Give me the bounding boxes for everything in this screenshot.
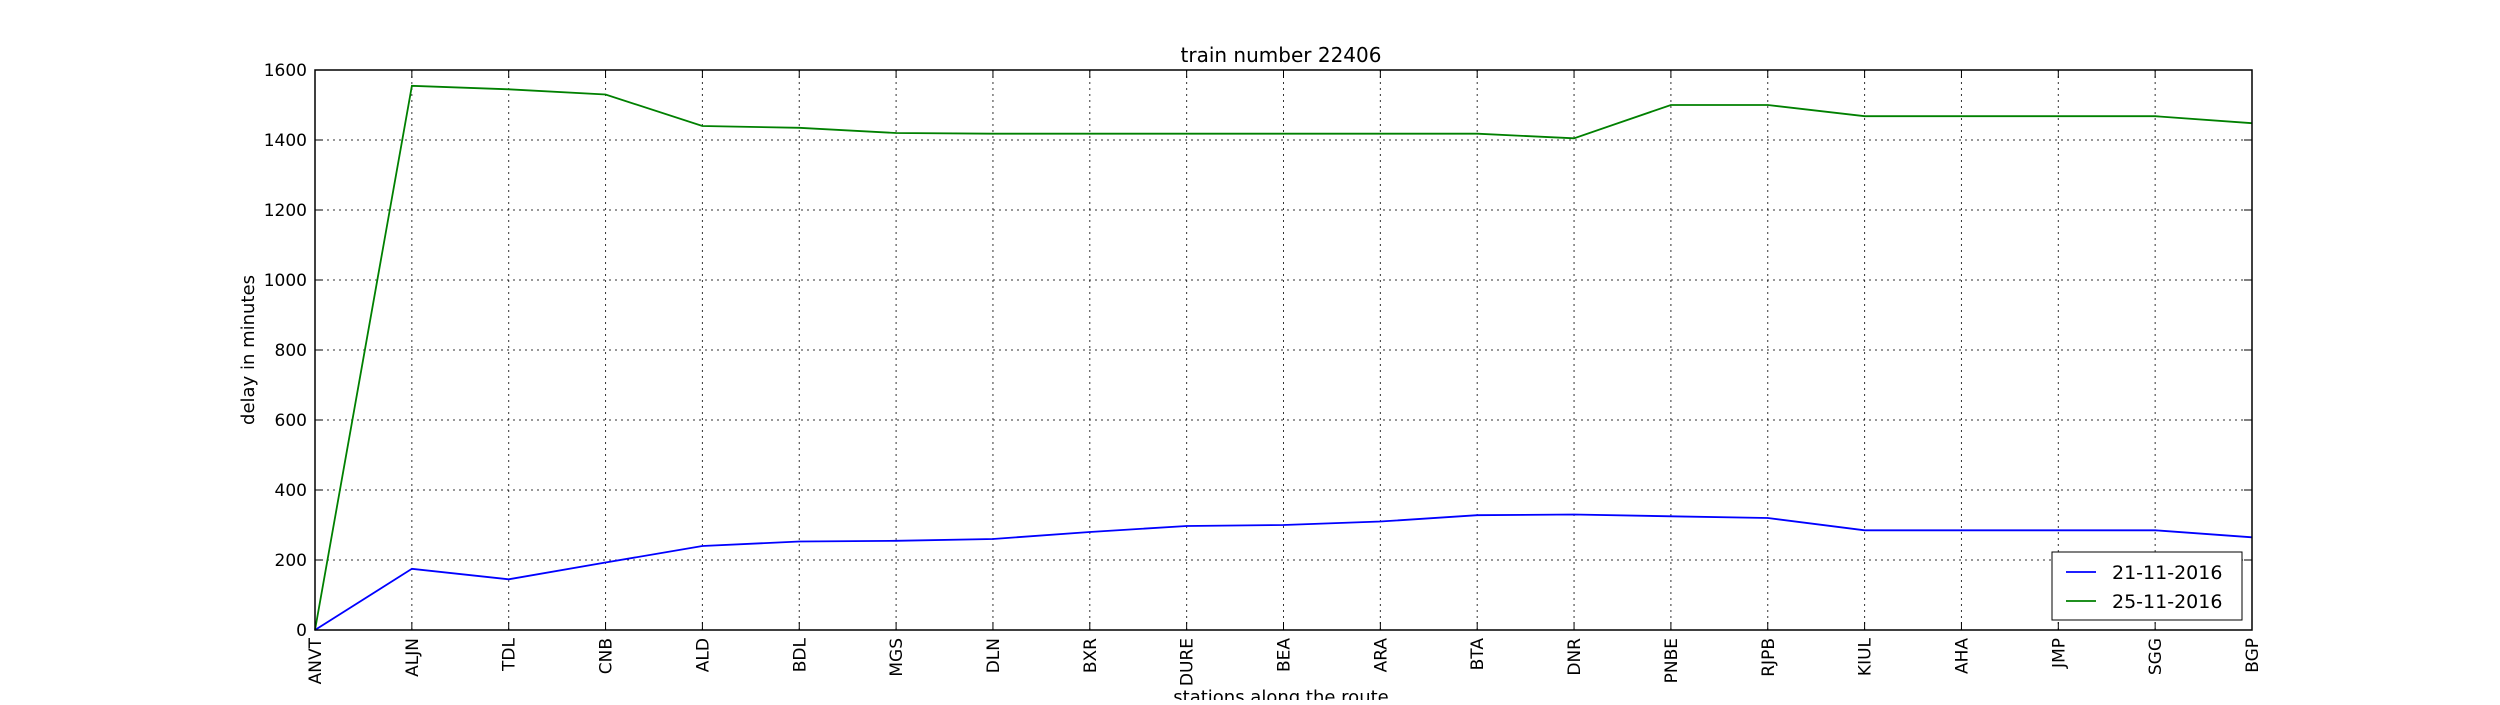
x-tick-label: ANVT [306,637,326,684]
y-tick-label: 200 [275,551,307,571]
legend-label: 21-11-2016 [2112,562,2222,584]
y-tick-label: 600 [275,411,307,431]
legend-label: 25-11-2016 [2112,591,2222,613]
legend-box [2051,551,2243,621]
y-tick-label: 1000 [264,271,307,291]
grid-lines [315,70,2252,630]
x-tick-label: ALJN [403,638,423,677]
x-tick-label: KIUL [1856,637,1876,676]
x-tick-label: DLN [984,638,1004,673]
x-tick-label: DURE [1178,638,1198,686]
series-line [314,513,2253,631]
x-tick-label: DNR [1565,638,1585,676]
x-tick-label: PNBE [1662,638,1682,683]
y-tick-label: 1600 [264,61,307,81]
y-tick-label: 400 [275,481,307,501]
y-axis-label: delay in minutes [238,275,259,425]
x-tick-label: MGS [887,638,907,677]
series-lines [314,84,2253,631]
x-tick-label: JMP [2049,638,2069,669]
x-tick-label: ALD [693,638,713,672]
x-axis-label: stations along the route [1173,687,1388,700]
axis-ticks: ANVT ALJN TDL CNB ALD BDL MGS DLN BXR DURE BEA ARA B… [264,61,2263,686]
x-tick-label: BEA [1275,638,1295,672]
y-tick-label: 1400 [264,131,307,151]
x-tick-label: BGP [2243,638,2263,673]
y-tick-label: 800 [275,341,307,361]
x-tick-label: CNB [597,638,617,674]
x-tick-label: BXR [1081,638,1101,673]
x-tick-label: AHA [1952,638,1972,674]
y-tick-label: 0 [296,621,307,641]
x-tick-label: BTA [1468,638,1488,671]
series-line [314,84,2253,631]
legend: 21-11-2016 25-11-2016 [2051,551,2243,621]
chart-title: train number 22406 [1181,43,1382,67]
x-tick-label: TDL [500,637,520,671]
x-tick-label: BDL [790,637,810,672]
x-tick-label: SGG [2146,638,2166,675]
x-tick-label: RJPB [1759,638,1779,677]
y-tick-label: 1200 [264,201,307,221]
x-tick-label: ARA [1371,638,1391,673]
